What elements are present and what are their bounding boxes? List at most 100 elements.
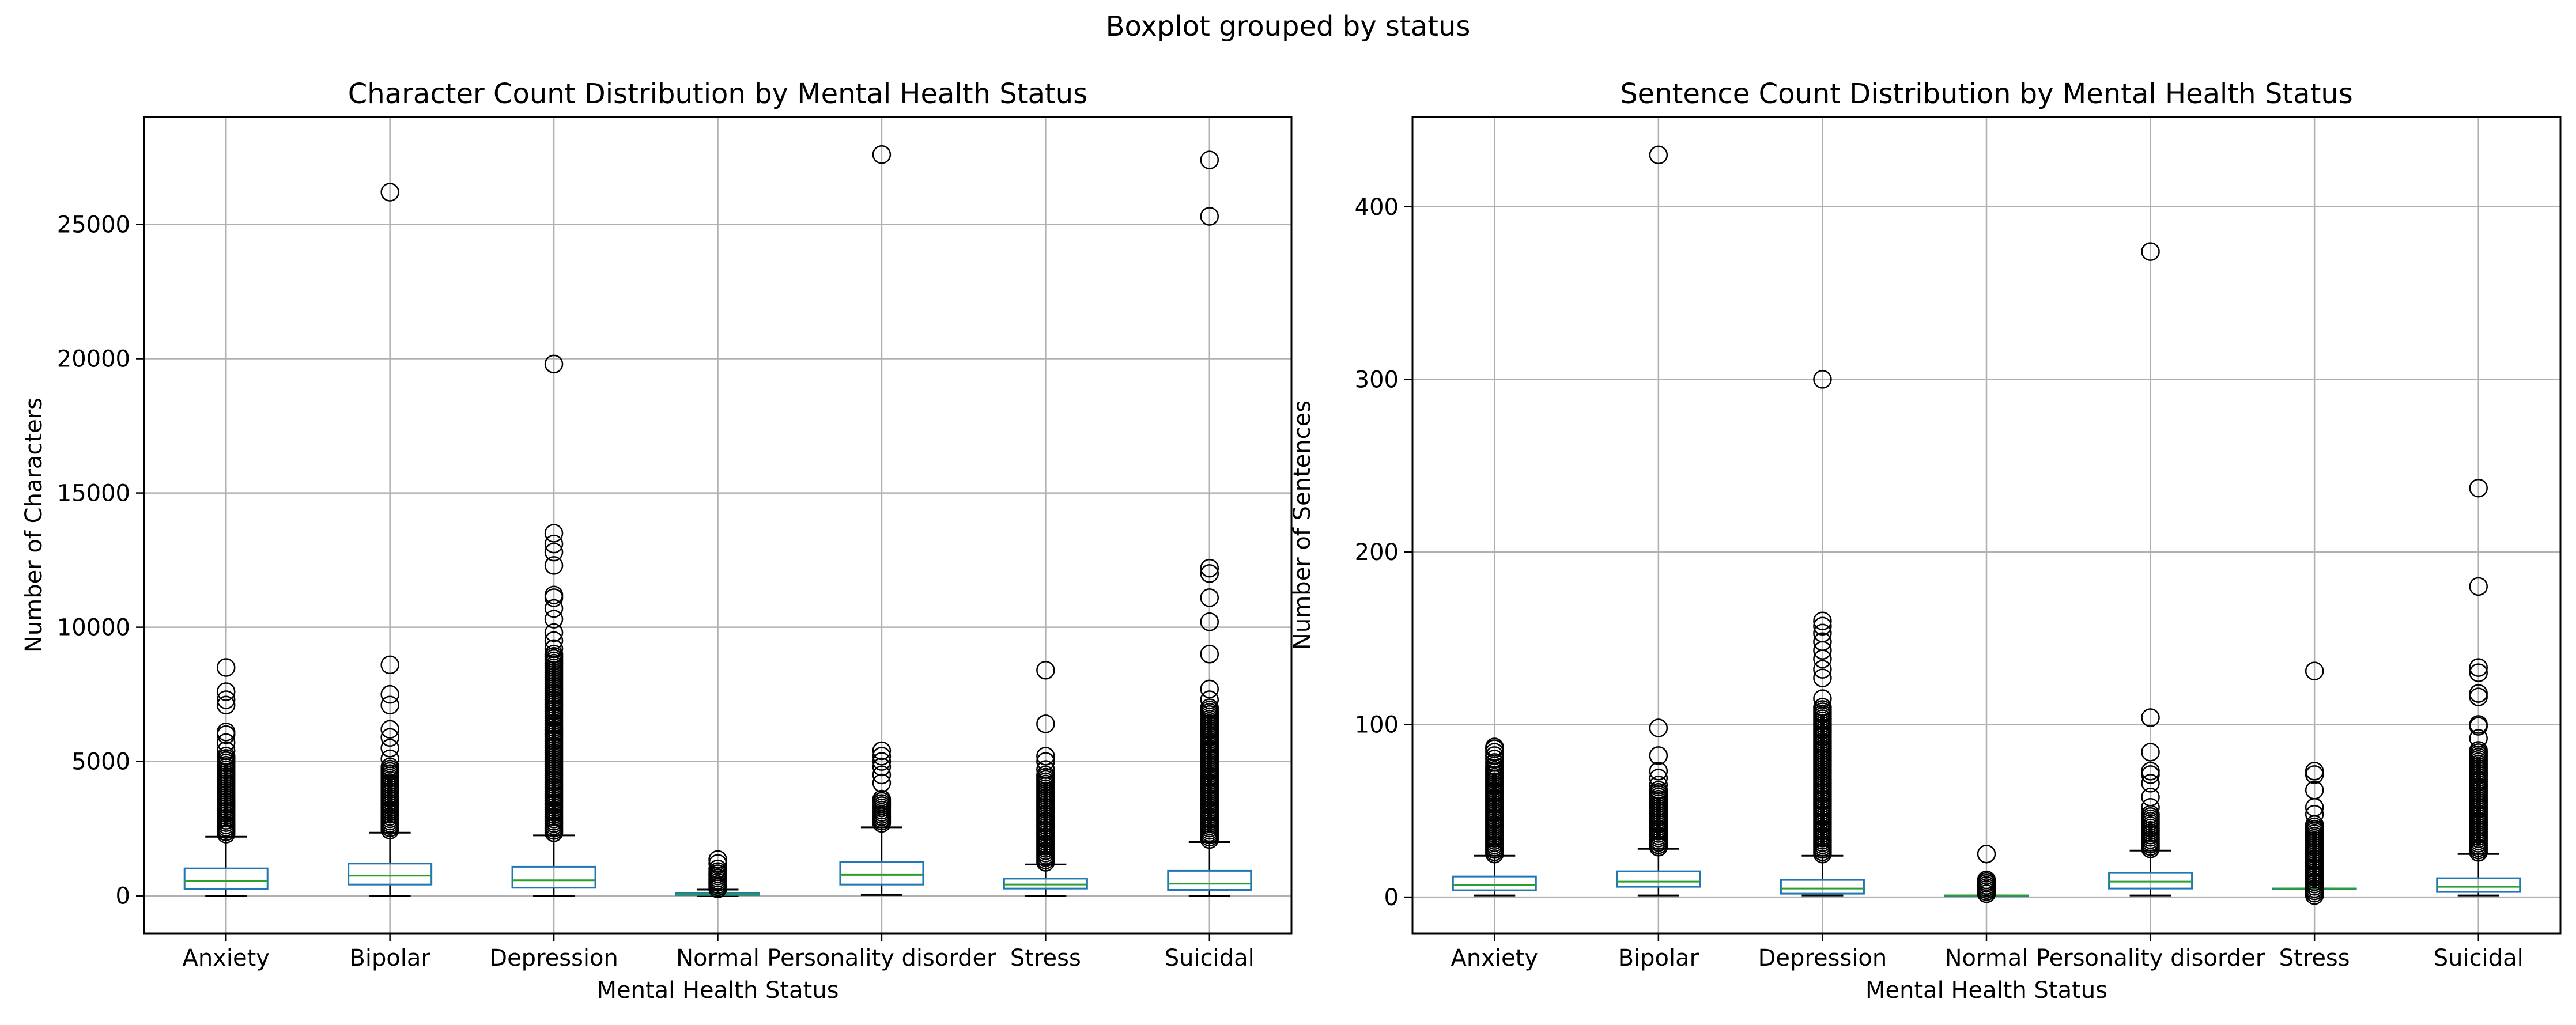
outlier-point bbox=[1813, 698, 1832, 717]
outlier-point bbox=[1036, 747, 1055, 766]
outlier-point bbox=[1200, 558, 1219, 578]
outlier-point bbox=[1200, 690, 1219, 709]
outlier-point bbox=[216, 690, 236, 709]
x-tick-label: Personality disorder bbox=[767, 945, 996, 971]
outlier-point bbox=[2469, 658, 2488, 677]
x-tick-label: Bipolar bbox=[1618, 945, 1699, 971]
x-tick-label: Depression bbox=[1758, 945, 1887, 971]
outlier-point bbox=[1200, 564, 1219, 583]
box-personality-disorder bbox=[2108, 242, 2193, 897]
outlier-point bbox=[2141, 708, 2160, 727]
iqr-box bbox=[348, 863, 433, 886]
outlier-point bbox=[216, 733, 236, 752]
outlier-point bbox=[1977, 870, 1996, 890]
axes-frame bbox=[143, 116, 1293, 935]
plot-area: 0 100 200 300 400 Anxiety Bipolar Depression Nor… bbox=[1355, 117, 2560, 971]
character-count-panel: 0 5000 10000 15000 20000 25000 Anxiety Bipolar D… bbox=[21, 78, 1293, 1004]
outlier-point bbox=[1649, 718, 1668, 737]
iqr-box bbox=[1616, 870, 1701, 888]
outlier-point bbox=[1200, 644, 1219, 664]
figure-suptitle: Boxplot grouped by status bbox=[1106, 10, 1471, 43]
outlier-point bbox=[1036, 765, 1055, 785]
outlier-point bbox=[872, 752, 892, 771]
outlier-point bbox=[1813, 611, 1832, 631]
outlier-point bbox=[1813, 668, 1832, 687]
box-normal bbox=[1944, 844, 2029, 903]
y-axis-label: Number of Sentences bbox=[1289, 400, 1316, 650]
box-suicidal bbox=[1167, 150, 1252, 897]
iqr-box bbox=[1452, 875, 1537, 891]
outlier-point bbox=[1649, 746, 1668, 765]
box-depression bbox=[511, 354, 596, 897]
x-tick-label: Normal bbox=[676, 945, 760, 971]
iqr-box bbox=[1167, 869, 1252, 891]
outlier-point bbox=[2469, 478, 2488, 498]
x-axis-label: Mental Health Status bbox=[596, 977, 838, 1004]
x-tick-label: Normal bbox=[1945, 945, 2029, 971]
x-tick-label: Stress bbox=[2279, 945, 2350, 971]
y-tick-label: 5000 bbox=[71, 749, 130, 776]
y-tick-label: 300 bbox=[1355, 366, 1399, 393]
x-tick-label: Depression bbox=[489, 945, 618, 971]
box-anxiety bbox=[183, 658, 269, 897]
outlier-point bbox=[708, 850, 727, 869]
y-tick-label: 200 bbox=[1355, 539, 1399, 566]
outlier-point bbox=[1036, 714, 1055, 733]
x-tick-label: Stress bbox=[1010, 945, 1081, 971]
x-tick-label: Anxiety bbox=[1451, 945, 1538, 971]
outlier-point bbox=[544, 644, 564, 664]
outlier-point bbox=[544, 556, 564, 575]
y-tick-label: 15000 bbox=[57, 481, 130, 507]
x-axis-label: Mental Health Status bbox=[1865, 977, 2107, 1004]
outlier-point bbox=[1977, 844, 1996, 864]
outlier-point bbox=[1200, 588, 1219, 607]
outlier-point bbox=[872, 747, 892, 766]
outlier-point bbox=[872, 773, 892, 793]
panel-title: Character Count Distribution by Mental H… bbox=[348, 78, 1087, 110]
iqr-box bbox=[1003, 878, 1088, 890]
outlier-point bbox=[1200, 612, 1219, 631]
outlier-point bbox=[380, 728, 399, 747]
outlier-point bbox=[544, 524, 564, 543]
outlier-point bbox=[1813, 370, 1832, 389]
outlier-point bbox=[2469, 741, 2488, 760]
iqr-box bbox=[511, 865, 596, 889]
outlier-point bbox=[1200, 150, 1219, 169]
outlier-point bbox=[216, 658, 236, 677]
outlier-point bbox=[216, 682, 236, 701]
x-tick-label: Bipolar bbox=[349, 945, 430, 971]
outlier-point bbox=[380, 695, 399, 715]
outlier-point bbox=[380, 720, 399, 739]
outlier-point bbox=[2141, 762, 2160, 781]
outlier-point bbox=[2469, 577, 2488, 596]
outlier-point bbox=[1200, 679, 1219, 699]
outlier-point bbox=[2305, 781, 2324, 800]
iqr-box bbox=[1780, 879, 1865, 895]
outlier-point bbox=[2469, 715, 2488, 734]
outlier-point bbox=[1036, 752, 1055, 771]
y-tick-label: 10000 bbox=[57, 615, 130, 641]
x-tick-label: Suicidal bbox=[1165, 945, 1255, 971]
x-tick-label: Personality disorder bbox=[2036, 945, 2265, 971]
outlier-point bbox=[216, 695, 236, 715]
outlier-point bbox=[2305, 762, 2324, 781]
plot-area: 0 5000 10000 15000 20000 25000 Anxiety Bipolar D… bbox=[57, 117, 1291, 971]
outlier-point bbox=[1813, 660, 1832, 679]
box-bipolar bbox=[1616, 145, 1701, 897]
box-depression bbox=[1780, 370, 1865, 897]
x-tick-label: Anxiety bbox=[182, 945, 269, 971]
outlier-point bbox=[1649, 769, 1668, 788]
outlier-point bbox=[872, 765, 892, 785]
iqr-box bbox=[183, 867, 269, 890]
outlier-point bbox=[2469, 684, 2488, 703]
box-personality-disorder bbox=[839, 145, 924, 896]
box-suicidal bbox=[2436, 478, 2521, 897]
outlier-point bbox=[872, 789, 892, 809]
outlier-point bbox=[1649, 776, 1668, 795]
outlier-point bbox=[708, 859, 727, 879]
box-bipolar bbox=[348, 183, 433, 897]
outlier-point bbox=[2469, 663, 2488, 682]
outlier-point bbox=[380, 183, 399, 202]
outlier-point bbox=[216, 747, 236, 766]
